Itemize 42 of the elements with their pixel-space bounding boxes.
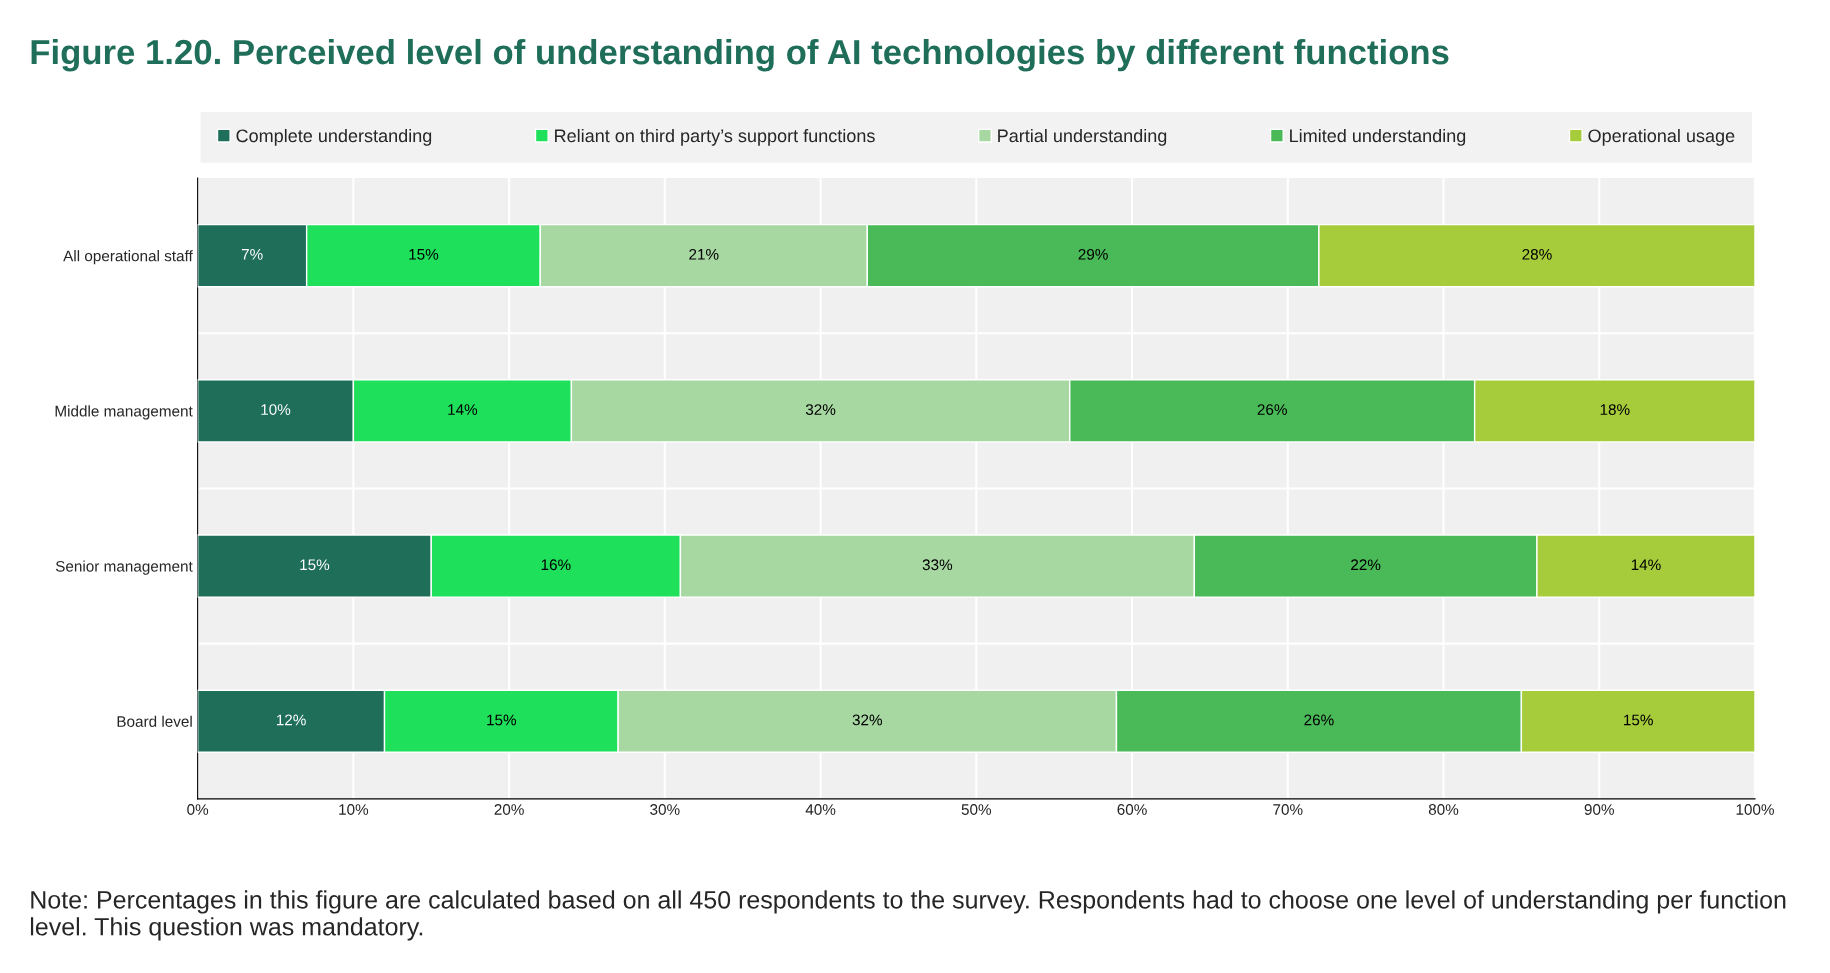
- data-label: 32%: [805, 404, 836, 415]
- data-label: 15%: [409, 249, 439, 260]
- data-label: 22%: [1351, 559, 1381, 571]
- data-label: 26%: [1304, 714, 1334, 726]
- data-label: 26%: [1257, 404, 1287, 415]
- x-tick-label: 0%: [187, 804, 209, 815]
- x-tick-label: 60%: [1117, 804, 1147, 815]
- data-label: 14%: [1631, 559, 1661, 571]
- data-label: 15%: [300, 559, 330, 571]
- chart-title: Figure 1.20. Perceived level of understanding of AI technologies by different functions: [31, 38, 1449, 72]
- data-label: 10%: [261, 404, 291, 415]
- data-label: 29%: [1078, 248, 1108, 260]
- data-label: 32%: [852, 714, 883, 726]
- y-tick-label: Board level: [117, 715, 192, 727]
- x-tick-label: 40%: [805, 804, 836, 815]
- data-label: 33%: [922, 559, 953, 571]
- x-tick-label: 50%: [961, 804, 992, 815]
- data-label: 15%: [1624, 714, 1653, 726]
- x-tick-label: 20%: [494, 804, 524, 815]
- data-label: 18%: [1600, 404, 1630, 415]
- text: Note: Percentages in this figure are calculated based on all 450 respondents to the survey. Respondents had to choose one level of understanding per function level. This question was mandatory.: [30, 890, 1786, 941]
- y-tick-label: All operational staff: [63, 250, 193, 265]
- x-tick-label: 70%: [1273, 804, 1303, 815]
- data-label: 7%: [241, 249, 263, 260]
- y-tick-label: Senior management: [55, 560, 193, 575]
- x-tick-label: 10%: [339, 804, 369, 815]
- legend-label: Partial understanding: [998, 128, 1167, 146]
- y-tick-label: Middle management: [55, 405, 193, 420]
- data-label: 12%: [276, 714, 306, 726]
- legend-label: Limited understanding: [1290, 128, 1466, 146]
- legend-label: Complete understanding: [236, 128, 432, 146]
- legend-label: Reliant on third party’s support functions: [555, 128, 875, 146]
- legend-label: Operational usage: [1588, 128, 1735, 146]
- data-label: 15%: [487, 714, 517, 726]
- x-tick-label: 100%: [1736, 804, 1774, 815]
- x-tick-label: 30%: [650, 804, 680, 815]
- x-tick-label: 90%: [1584, 804, 1614, 815]
- data-label: 21%: [689, 248, 719, 260]
- data-label: 16%: [541, 559, 571, 571]
- data-label: 28%: [1522, 248, 1552, 260]
- data-label: 14%: [448, 404, 478, 415]
- x-tick-label: 80%: [1428, 804, 1459, 815]
